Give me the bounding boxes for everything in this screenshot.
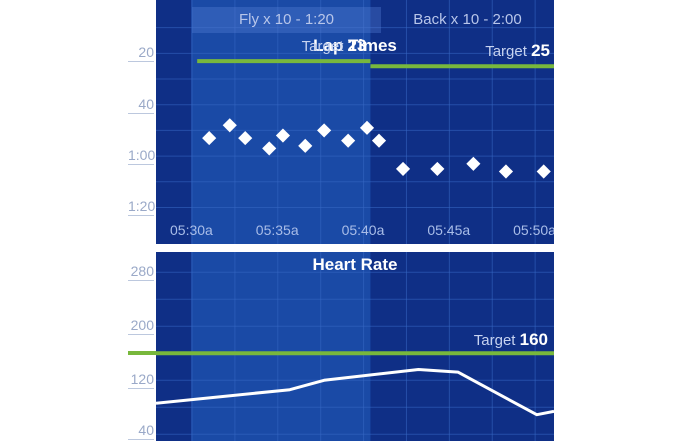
- active-interval-band: [191, 0, 371, 244]
- lap-marker: [298, 138, 313, 153]
- heart-rate-target-line-extension: [128, 351, 156, 356]
- y-tick-label: 40: [128, 96, 154, 114]
- lap-marker: [275, 128, 291, 143]
- lap-times-plot: [156, 0, 554, 244]
- y-tick-label: 20: [128, 44, 154, 63]
- lap-marker: [430, 161, 445, 177]
- target-label: Target 25: [485, 41, 550, 61]
- target-label-text: Target: [301, 38, 348, 56]
- x-tick-label: 05:30a: [170, 222, 213, 238]
- lap-marker: [498, 164, 514, 179]
- y-tick-label: 120: [128, 371, 154, 390]
- target-label: Target 23: [302, 36, 367, 56]
- y-tick-label: 1:00: [128, 147, 156, 166]
- x-tick-label: 05:50a: [513, 222, 554, 238]
- lap-marker: [341, 133, 356, 148]
- y-tick-label: 1:20: [128, 198, 156, 217]
- y-tick-label: 280: [128, 263, 154, 282]
- target-label-value: 160: [519, 330, 548, 350]
- lap-marker: [371, 133, 387, 148]
- x-tick-label: 05:45a: [427, 222, 471, 238]
- heart-rate-line: [156, 368, 554, 417]
- target-label-value: 25: [531, 41, 550, 61]
- lap-marker: [395, 161, 411, 177]
- lap-marker: [536, 164, 551, 179]
- active-interval-band: [191, 252, 371, 441]
- tab-back[interactable]: Back x 10 - 2:00: [413, 11, 522, 28]
- y-tick-label: 40: [128, 422, 154, 440]
- target-label-text: Target: [485, 43, 532, 61]
- lap-marker: [466, 156, 481, 171]
- lap-marker: [317, 123, 332, 138]
- x-tick-label: 05:35a: [255, 222, 299, 238]
- x-tick-label: 05:40a: [341, 222, 385, 238]
- target-label: Target 160: [474, 330, 548, 350]
- heart-rate-plot: [156, 252, 554, 441]
- lap-times-title: Lap Times: [313, 36, 397, 55]
- heart-rate-title: Heart Rate: [312, 255, 398, 274]
- lap-times-chart: Fly x 10 - 1:20 Back x 10 - 2:00 Lap Tim…: [156, 0, 554, 244]
- heart-rate-chart: Heart Rate Target 160: [156, 252, 554, 441]
- target-label-value: 23: [347, 36, 367, 56]
- target-label-text: Target: [473, 332, 520, 350]
- tab-fly[interactable]: Fly x 10 - 1:20: [192, 7, 381, 33]
- y-tick-label: 200: [128, 317, 154, 336]
